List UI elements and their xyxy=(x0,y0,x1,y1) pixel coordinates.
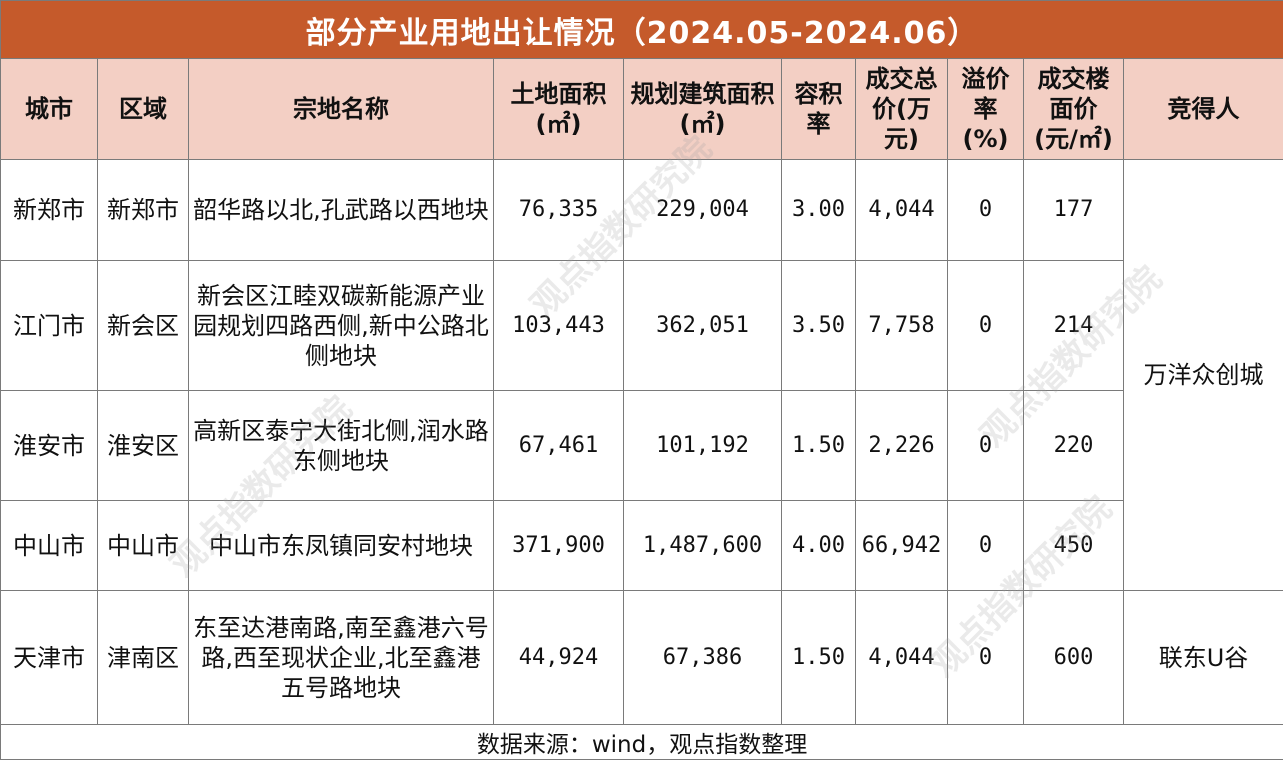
cell-total-price: 66,942 xyxy=(855,500,948,591)
cell-city: 江门市 xyxy=(0,260,98,391)
cell-parcel: 韶华路以北,孔武路以西地块 xyxy=(188,159,494,261)
cell-parcel: 中山市东凤镇同安村地块 xyxy=(188,500,494,591)
cell-unit-price: 220 xyxy=(1023,390,1124,501)
header-far: 容积率 xyxy=(781,58,856,160)
cell-far: 1.50 xyxy=(781,390,856,501)
cell-city: 天津市 xyxy=(0,590,98,725)
cell-floor-area: 67,386 xyxy=(623,590,782,725)
cell-far: 4.00 xyxy=(781,500,856,591)
table-row: 新郑市 新郑市 韶华路以北,孔武路以西地块 76,335 229,004 3.0… xyxy=(0,159,1283,591)
header-city: 城市 xyxy=(0,58,98,160)
table-row: 江门市 新会区 新会区江睦双碳新能源产业园规划四路西侧,新中公路北侧地块 103… xyxy=(0,260,1283,391)
table-row: 天津市 津南区 东至达港南路,南至鑫港六号路,西至现状企业,北至鑫港五号路地块 … xyxy=(0,590,1283,725)
cell-area: 76,335 xyxy=(493,159,624,261)
cell-city: 淮安市 xyxy=(0,390,98,501)
cell-premium: 0 xyxy=(947,159,1024,261)
cell-premium: 0 xyxy=(947,500,1024,591)
cell-floor-area: 1,487,600 xyxy=(623,500,782,591)
cell-parcel: 东至达港南路,南至鑫港六号路,西至现状企业,北至鑫港五号路地块 xyxy=(188,590,494,725)
cell-floor-area: 229,004 xyxy=(623,159,782,261)
cell-premium: 0 xyxy=(947,590,1024,725)
cell-total-price: 7,758 xyxy=(855,260,948,391)
cell-parcel: 高新区泰宁大街北侧,润水路东侧地块 xyxy=(188,390,494,501)
cell-buyer-wanyang: 万洋众创城 xyxy=(1122,159,1283,591)
cell-area: 67,461 xyxy=(493,390,624,501)
cell-total-price: 4,044 xyxy=(855,590,948,725)
table-title: 部分产业用地出让情况（2024.05-2024.06） xyxy=(0,0,1283,59)
cell-area: 371,900 xyxy=(493,500,624,591)
cell-far: 3.00 xyxy=(781,159,856,261)
cell-unit-price: 214 xyxy=(1023,260,1124,391)
cell-district: 新会区 xyxy=(97,260,189,391)
cell-district: 中山市 xyxy=(97,500,189,591)
cell-total-price: 2,226 xyxy=(855,390,948,501)
cell-district: 津南区 xyxy=(97,590,189,725)
header-buyer: 竞得人 xyxy=(1122,58,1283,160)
data-source-footer: 数据来源：wind，观点指数整理 xyxy=(0,724,1283,760)
cell-far: 1.50 xyxy=(781,590,856,725)
cell-buyer-liandong: 联东U谷 xyxy=(1122,590,1283,725)
cell-floor-area: 362,051 xyxy=(623,260,782,391)
cell-total-price: 4,044 xyxy=(855,159,948,261)
cell-district: 淮安区 xyxy=(97,390,189,501)
table-row: 中山市 中山市 中山市东凤镇同安村地块 371,900 1,487,600 4.… xyxy=(0,500,1283,591)
header-row: 城市 区域 宗地名称 土地面积(㎡) 规划建筑面积(㎡) 容积率 成交总价(万元… xyxy=(0,58,1283,160)
cell-city: 新郑市 xyxy=(0,159,98,261)
cell-parcel: 新会区江睦双碳新能源产业园规划四路西侧,新中公路北侧地块 xyxy=(188,260,494,391)
cell-district: 新郑市 xyxy=(97,159,189,261)
header-total-price: 成交总价(万元) xyxy=(855,58,948,160)
cell-city: 中山市 xyxy=(0,500,98,591)
cell-unit-price: 450 xyxy=(1023,500,1124,591)
header-floor-area: 规划建筑面积(㎡) xyxy=(623,58,782,160)
header-parcel: 宗地名称 xyxy=(188,58,494,160)
header-district: 区域 xyxy=(97,58,189,160)
cell-unit-price: 177 xyxy=(1023,159,1124,261)
table-row: 淮安市 淮安区 高新区泰宁大街北侧,润水路东侧地块 67,461 101,192… xyxy=(0,390,1283,501)
cell-premium: 0 xyxy=(947,260,1024,391)
cell-unit-price: 600 xyxy=(1023,590,1124,725)
header-unit-price: 成交楼面价(元/㎡) xyxy=(1023,58,1124,160)
cell-area: 44,924 xyxy=(493,590,624,725)
cell-premium: 0 xyxy=(947,390,1024,501)
cell-far: 3.50 xyxy=(781,260,856,391)
cell-floor-area: 101,192 xyxy=(623,390,782,501)
cell-area: 103,443 xyxy=(493,260,624,391)
header-premium: 溢价率(%) xyxy=(947,58,1024,160)
header-area: 土地面积(㎡) xyxy=(493,58,624,160)
